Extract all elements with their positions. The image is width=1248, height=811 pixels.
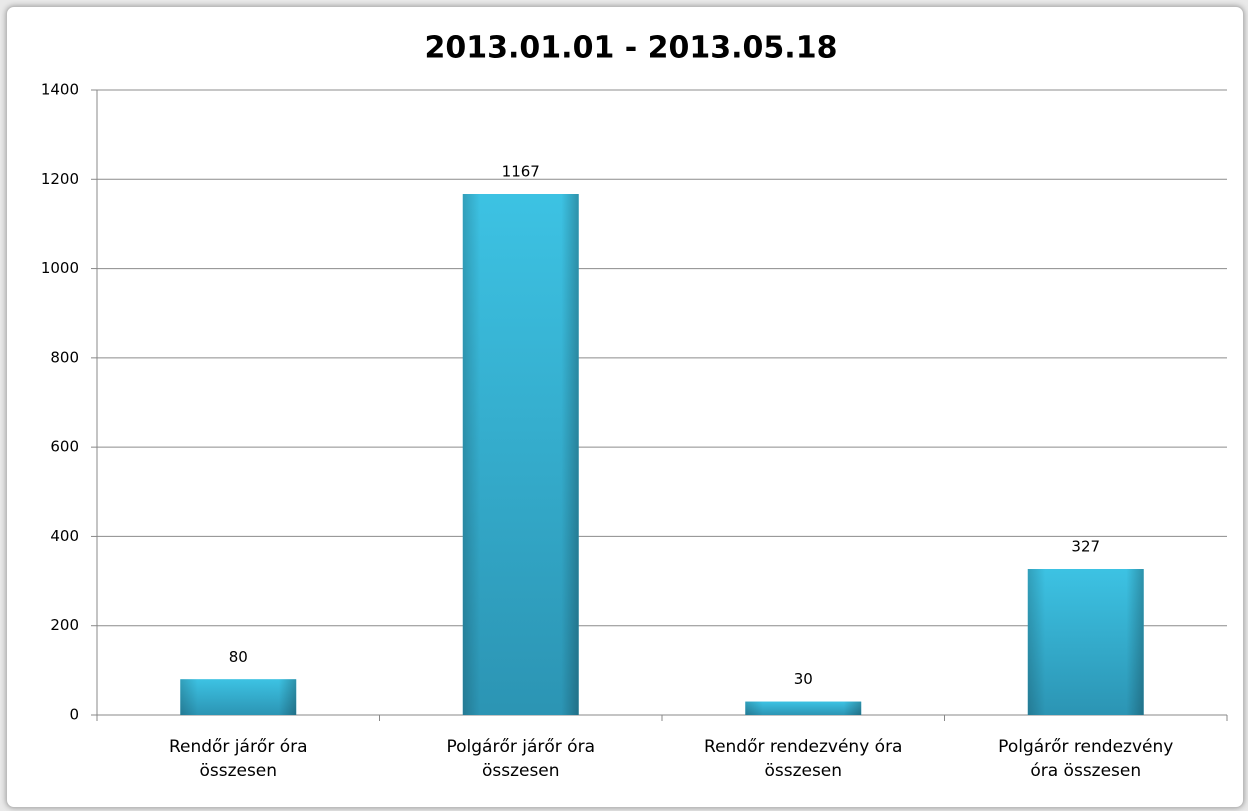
value-label: 327 [1071,538,1100,556]
y-tick-label: 200 [50,616,79,634]
y-tick-label: 0 [69,706,79,724]
bar-edge [1027,569,1144,715]
x-tick-label-box: Polgárőr rendezvény óra összesen [998,737,1174,781]
y-tick-label: 800 [50,348,79,366]
x-tick-label-box: Polgárőr járőr óra összesen [446,737,596,781]
bar-edge [462,194,579,716]
value-label: 30 [794,670,813,688]
y-tick-label: 600 [50,438,79,456]
bar-group [180,679,297,715]
y-tick-label: 400 [50,527,79,545]
x-tick-label-box: Rendőr rendezvény óra összesen [704,737,903,781]
value-label: 1167 [502,163,540,181]
chart: 2013.01.01 - 2013.05.18 0 200 400 600 800 100… [41,31,1228,781]
chart-title: 2013.01.01 - 2013.05.18 [425,31,838,66]
bar-group [1027,569,1144,715]
x-tick-label: Rendőr járőr óra összesen [168,737,308,781]
chart-frame: 2013.01.01 - 2013.05.18 0 200 400 600 800 100… [6,6,1244,808]
y-tick-label: 1400 [41,81,79,99]
bar-group [745,701,862,715]
y-tick-label: 1000 [41,259,79,277]
x-tick-label: Rendőr rendezvény óra összesen [704,737,903,781]
y-tick-label: 1200 [41,170,79,188]
bar-edge [745,701,862,715]
x-tick-label-box: Rendőr járőr óra összesen [168,737,308,781]
bar-group [462,194,579,716]
value-label: 80 [229,648,248,666]
bar-edge [180,679,297,715]
x-tick-label: Polgárőr járőr óra összesen [446,737,596,781]
x-tick-label: Polgárőr rendezvény óra összesen [998,737,1174,781]
